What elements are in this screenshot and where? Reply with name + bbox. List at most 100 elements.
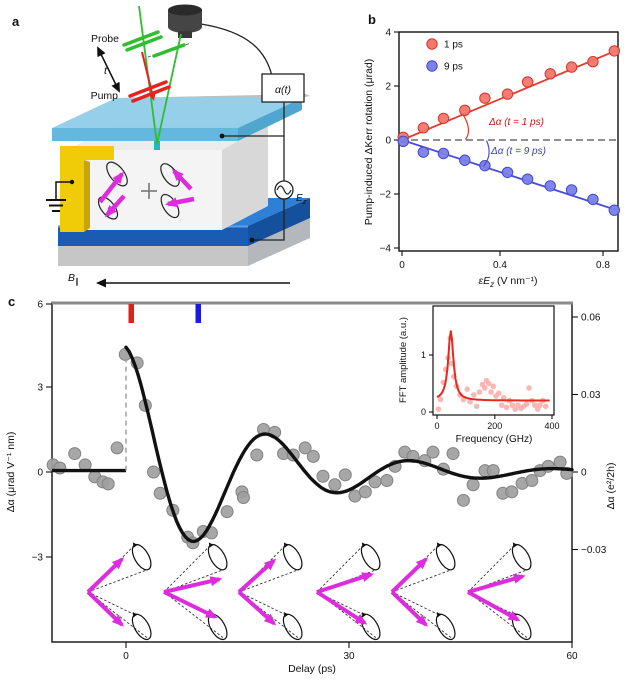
rotation-arrowhead-icon xyxy=(361,542,367,548)
rotation-arrowhead-icon xyxy=(132,612,138,618)
y-axis-c-right: 0.06 0.03 0 −0.03 xyxy=(572,313,607,556)
electrode-contact-dot xyxy=(69,179,75,185)
x-axis-c: 0 30 60 xyxy=(123,642,578,662)
inset-data-point xyxy=(437,396,444,403)
inset-data-point xyxy=(467,398,473,405)
cone-dashed-line xyxy=(163,591,225,640)
precession-ellipse xyxy=(511,543,532,571)
inset-data-point xyxy=(503,404,510,411)
legend-marker-1ps xyxy=(426,38,438,50)
inset-data-point xyxy=(473,403,480,410)
ground-branch xyxy=(46,181,72,212)
annotation-red: Δα (t = 1 ps) xyxy=(488,117,544,128)
probe-optic-icon xyxy=(122,30,163,52)
ground-wire xyxy=(55,181,72,200)
rotation-arrowhead-icon xyxy=(283,612,289,618)
panel-b-label: b xyxy=(368,12,376,27)
data-point xyxy=(553,455,567,469)
data-point-9ps xyxy=(417,146,430,158)
inset-x-tick: 0 xyxy=(434,421,439,431)
spin-arrow xyxy=(390,590,428,627)
time-marker-9ps xyxy=(195,304,201,323)
y-axis-b: 4 2 0 −2 −4 xyxy=(380,28,399,255)
top-gate-front-face xyxy=(52,128,238,141)
y-tick-label: −0.03 xyxy=(581,545,607,556)
precession-ellipse xyxy=(131,613,152,641)
cone-dashed-line xyxy=(467,544,515,593)
y-tick-label: 0 xyxy=(385,136,391,147)
side-electrode xyxy=(60,146,114,232)
precession-ellipse xyxy=(282,613,303,641)
fit-lines-b xyxy=(401,48,619,212)
spin-snapshot-4 xyxy=(315,542,381,641)
inset-data-point xyxy=(488,389,494,395)
precession-ellipse xyxy=(435,613,456,641)
beam-focus-mark xyxy=(154,141,160,150)
detector-wire xyxy=(200,23,273,77)
inset-x-tick: 400 xyxy=(544,421,559,431)
data-point xyxy=(380,473,394,487)
y-axis-title-c-left: Δα (μrad V⁻¹ nm) xyxy=(5,432,17,513)
inset-data-point xyxy=(498,402,505,408)
inset-x-tick: 200 xyxy=(487,421,502,431)
data-point-9ps xyxy=(459,154,471,166)
spin-arrow xyxy=(86,590,124,627)
data-point-1ps xyxy=(587,56,599,68)
probe-beam-reflected xyxy=(156,33,182,145)
data-point-1ps xyxy=(608,45,621,57)
data-point-9ps xyxy=(501,166,514,179)
side-electrode-shade xyxy=(84,160,90,232)
data-points-b xyxy=(397,45,621,216)
inset-data-point xyxy=(496,390,502,396)
spin-arrow xyxy=(467,573,526,594)
panel-c-chart: c 6 3 0 −3 0.06 0.03 0 −0.03 0 30 60 Δα … xyxy=(5,294,617,675)
plus-sign xyxy=(141,183,157,199)
y-tick-label: 3 xyxy=(37,383,43,394)
substrate-right-face xyxy=(248,218,310,266)
data-point-9ps xyxy=(397,135,409,148)
data-point-9ps xyxy=(437,147,450,160)
substrate-front-face xyxy=(58,246,248,266)
data-point-9ps xyxy=(587,193,599,206)
x-tick-label: 0 xyxy=(399,260,405,271)
y-tick-label: −4 xyxy=(380,244,392,255)
data-point xyxy=(68,447,82,461)
bottom-gate-right-face xyxy=(248,198,310,246)
data-point xyxy=(153,486,167,500)
data-point xyxy=(466,478,480,492)
legend-label-9ps: 9 ps xyxy=(444,62,463,73)
spin-arrow xyxy=(163,590,218,619)
panel-c-label: c xyxy=(8,294,15,309)
bfield-label: B∥ xyxy=(68,272,79,286)
inset-lorentzian-curve xyxy=(436,330,550,402)
fft-inset: 1 0 0 200 400 FFT amplitude (a.u.) Frequ… xyxy=(398,305,560,445)
spin-arrow xyxy=(237,558,277,594)
data-point xyxy=(426,445,440,459)
data-point xyxy=(328,478,342,492)
bottom-gate-front-face xyxy=(58,226,248,246)
inset-data-point xyxy=(542,403,549,410)
cone-dashed-line xyxy=(87,591,135,616)
x-axis-title-b: εEz (V nm⁻¹) xyxy=(478,275,537,289)
waveplate-icon xyxy=(152,43,186,58)
spin-arrow xyxy=(390,557,428,594)
spin-snapshot-3 xyxy=(237,542,303,641)
data-point-9ps xyxy=(544,180,556,192)
top-gate-contact-dot xyxy=(219,133,225,139)
precession-ellipse xyxy=(282,543,303,571)
inset-data-point xyxy=(523,401,530,407)
y-tick-label: 6 xyxy=(37,300,43,311)
data-point-1ps xyxy=(501,88,514,100)
legend-label-1ps: 1 ps xyxy=(444,40,463,51)
precession-ellipse xyxy=(435,543,456,571)
legend-marker-9ps xyxy=(426,60,438,72)
precession-ellipse-bl xyxy=(97,196,119,220)
data-point-1ps xyxy=(437,112,450,125)
angle-arc-red xyxy=(462,114,470,140)
x-tick-label: 30 xyxy=(343,651,355,662)
cone-dashed-line xyxy=(467,591,529,640)
precession-ellipse-tl xyxy=(106,161,128,187)
photodetector-icon xyxy=(168,4,202,38)
y-tick-label: 4 xyxy=(385,28,391,39)
